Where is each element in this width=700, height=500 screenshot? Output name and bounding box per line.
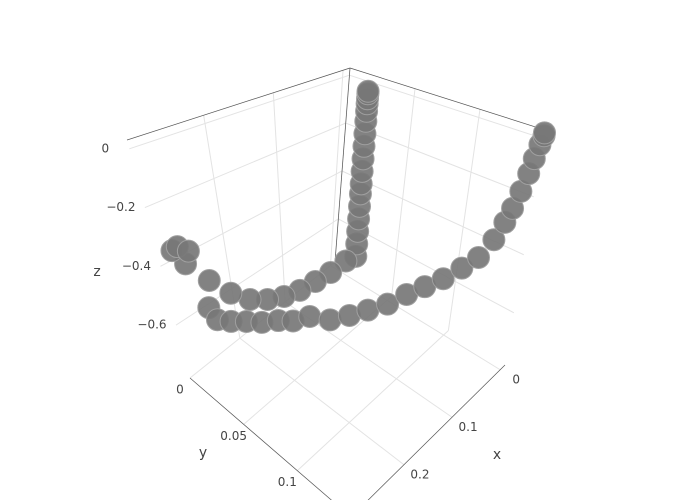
marker xyxy=(376,292,400,316)
grid-line xyxy=(239,337,405,466)
x-tick-label: 0 xyxy=(512,372,520,386)
z-tick-label: −0.6 xyxy=(137,318,166,332)
x-tick-label: 0.2 xyxy=(410,467,429,481)
marker xyxy=(533,121,557,145)
marker xyxy=(450,256,474,280)
grid-line xyxy=(272,92,286,302)
marker xyxy=(482,228,506,252)
marker xyxy=(431,267,455,291)
marker xyxy=(176,239,200,263)
marker xyxy=(219,281,243,305)
y-tick-label: 0.05 xyxy=(220,429,247,443)
y-axis-title: y xyxy=(199,445,207,461)
grid-line xyxy=(349,74,544,140)
marker xyxy=(197,268,221,292)
box-edge xyxy=(334,67,351,263)
marker xyxy=(356,79,380,103)
axis-line xyxy=(189,377,332,500)
x-axis-title: x xyxy=(493,447,501,463)
x-tick-label: 0.1 xyxy=(459,420,478,434)
z-tick-label: −0.2 xyxy=(106,200,135,214)
marker xyxy=(356,298,380,322)
z-tick-label: 0 xyxy=(102,141,110,155)
z-tick-label: −0.4 xyxy=(122,259,151,273)
grid-line xyxy=(345,122,534,198)
grid-line xyxy=(330,265,501,371)
marker xyxy=(238,287,262,311)
y-tick-label: 0 xyxy=(176,383,184,397)
z-axis-title: z xyxy=(93,264,100,280)
axis-line xyxy=(367,364,506,500)
box-edge xyxy=(126,67,351,141)
grid-line xyxy=(329,70,344,266)
box-edge xyxy=(349,67,546,131)
grid-line xyxy=(129,74,350,150)
marker xyxy=(298,305,322,329)
y-tick-label: 0.1 xyxy=(278,475,297,489)
grid-line xyxy=(296,330,449,472)
marker xyxy=(466,245,490,269)
grid-line xyxy=(447,109,481,331)
grid-line xyxy=(391,88,416,297)
grid-line xyxy=(144,122,346,209)
marker xyxy=(318,308,342,332)
